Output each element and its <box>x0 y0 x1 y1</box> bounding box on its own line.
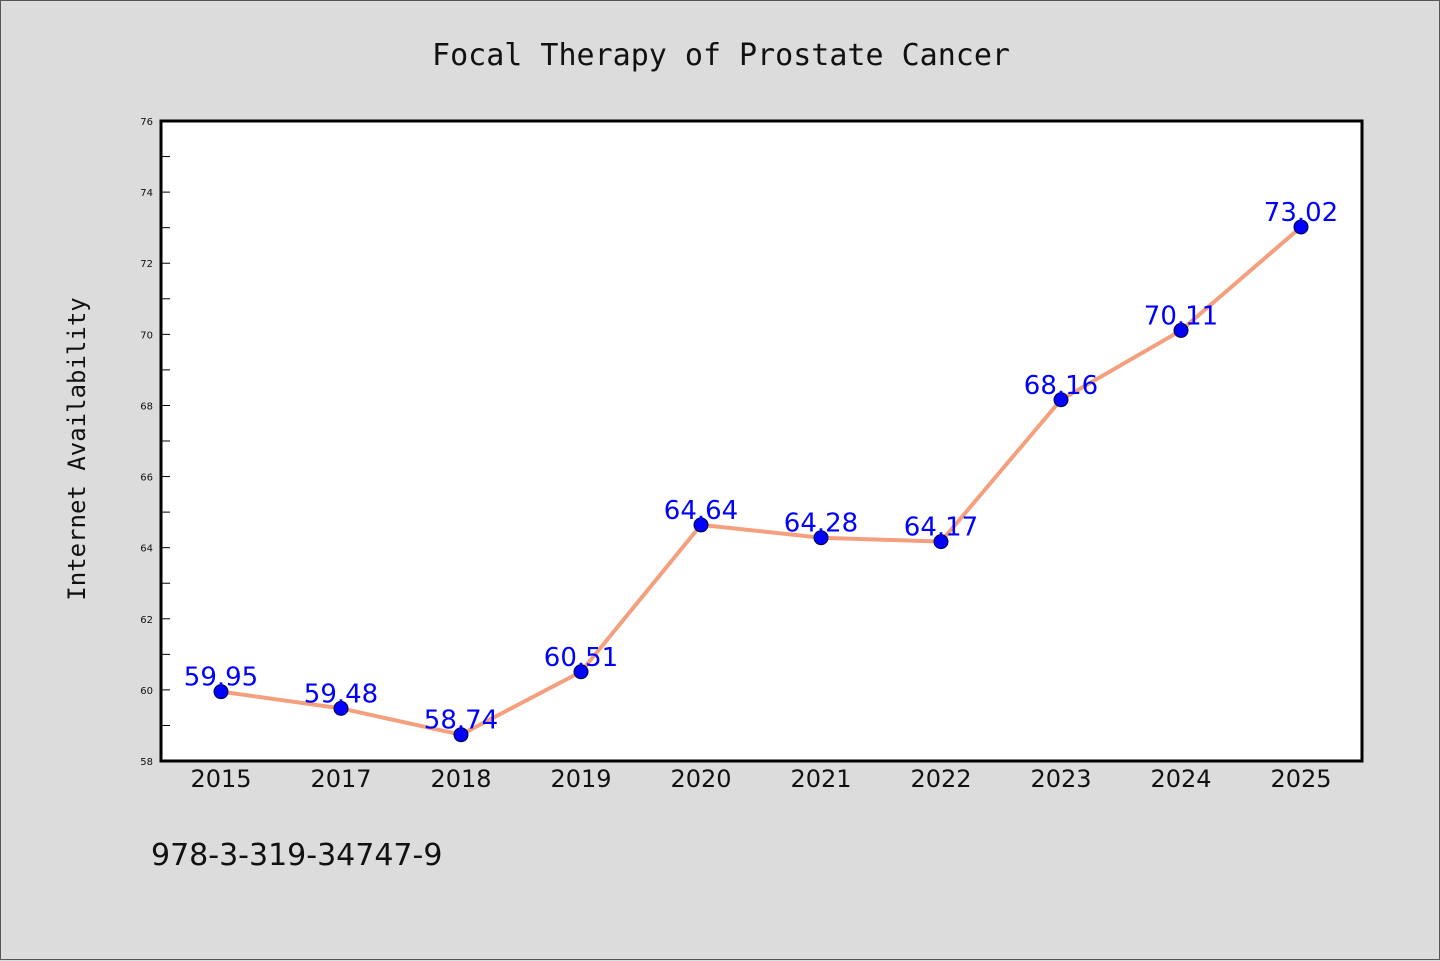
data-label: 59.48 <box>304 679 378 709</box>
y-tick-label: 68 <box>140 401 153 412</box>
data-point <box>1293 219 1309 235</box>
data-point <box>1173 322 1189 338</box>
series-line <box>220 225 1303 737</box>
data-point <box>453 727 469 743</box>
x-tick-label: 2019 <box>550 765 611 793</box>
data-point <box>333 700 349 716</box>
y-tick-label: 60 <box>140 686 153 697</box>
y-axis: 58 60 62 64 66 68 70 72 74 76 <box>140 117 170 768</box>
y-axis-label: Internet Availability <box>63 297 91 600</box>
x-tick-label: 2020 <box>670 765 731 793</box>
data-label: 60.51 <box>544 643 618 673</box>
y-tick-label: 70 <box>140 330 153 341</box>
data-point <box>933 534 949 550</box>
x-tick-label: 2018 <box>430 765 491 793</box>
x-tick-label: 2022 <box>910 765 971 793</box>
isbn-footer: 978-3-319-34747-9 <box>151 838 442 873</box>
data-point <box>213 684 229 700</box>
x-tick-label: 2025 <box>1270 765 1331 793</box>
data-label: 68.16 <box>1024 371 1098 401</box>
data-label: 58.74 <box>424 706 498 736</box>
x-tick-label: 2015 <box>190 765 251 793</box>
data-point <box>813 530 829 546</box>
chart-title: Focal Therapy of Prostate Cancer <box>432 38 1010 73</box>
data-point <box>1053 392 1069 408</box>
y-tick-label: 62 <box>140 615 153 626</box>
plot-area <box>159 119 1364 763</box>
data-label: 73.02 <box>1264 198 1338 228</box>
data-point <box>573 664 589 680</box>
data-label: 64.28 <box>784 509 858 539</box>
series-group: 59.95 59.48 58.74 60.51 64.64 64.28 64.17 68.16… <box>184 198 1338 743</box>
data-label: 64.64 <box>664 496 738 526</box>
y-tick-label: 58 <box>140 757 153 768</box>
x-axis: 2015 2017 2018 2019 2020 2021 2022 2023 2024 2025 <box>190 765 1331 793</box>
data-label: 59.95 <box>184 663 258 693</box>
y-tick-label: 76 <box>140 117 153 128</box>
y-tick-label: 72 <box>140 259 153 270</box>
data-label: 64.17 <box>904 513 978 543</box>
x-tick-label: 2021 <box>790 765 851 793</box>
x-tick-label: 2023 <box>1030 765 1091 793</box>
x-tick-label: 2024 <box>1150 765 1211 793</box>
y-tick-label: 64 <box>140 544 153 555</box>
x-tick-label: 2017 <box>310 765 371 793</box>
y-tick-label: 74 <box>140 188 153 199</box>
data-point <box>693 517 709 533</box>
data-label: 70.11 <box>1144 301 1218 331</box>
y-tick-label: 66 <box>140 473 153 484</box>
